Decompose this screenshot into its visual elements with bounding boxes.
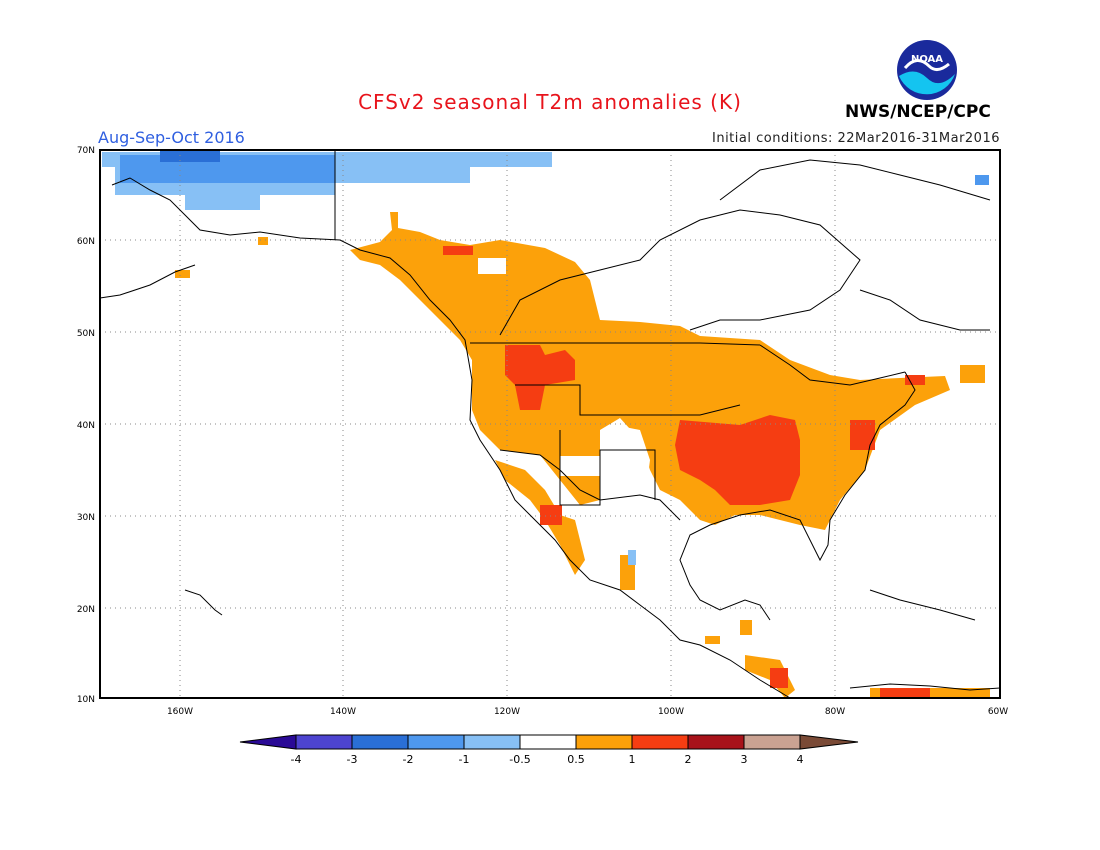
noaa-logo-bird [903, 59, 950, 71]
longitude-labels: 160W 140W 120W 100W 80W 60W [167, 707, 1008, 717]
chart-title: CFSv2 seasonal T2m anomalies (K) [358, 90, 742, 114]
colorbar-label-05: 0.5 [567, 753, 585, 766]
colorbar-label-4: 4 [797, 753, 804, 766]
anomaly-neutral-arizona [560, 456, 600, 476]
latitude-labels: 70N 60N 50N 40N 30N 20N 10N [77, 146, 95, 705]
border-us-mexico [499, 449, 681, 521]
colorbar-cell-1 [295, 734, 353, 750]
anomaly-red-mid-atlantic [850, 420, 875, 450]
anomaly-neutral-new-mexico [600, 425, 650, 502]
anomaly-red-maine [905, 375, 925, 385]
anomaly-orange-aleutian-spot [175, 270, 190, 278]
agency-label: NWS/NCEP/CPC [845, 102, 991, 122]
coastlines [99, 150, 1001, 699]
anomaly-red-caribbean [880, 688, 930, 698]
colorbar-cell-8 [687, 734, 745, 750]
coastline-antilles [869, 589, 976, 621]
lon-label-160: 160W [167, 707, 193, 717]
anomaly-orange-nova-scotia [960, 365, 985, 383]
grid-lines [100, 150, 1000, 698]
lat-label-20: 20N [77, 605, 95, 615]
colorbar-label-2: 2 [685, 753, 692, 766]
lon-label-120: 120W [494, 707, 520, 717]
anomaly-alaska-light-south [185, 190, 260, 210]
lat-label-30: 30N [77, 513, 95, 523]
colorbar-cell-4 [463, 734, 521, 750]
noaa-logo: NOAA [897, 40, 957, 100]
colorbar-label-1: 1 [629, 753, 636, 766]
map-frame [99, 149, 1001, 699]
border-states-central [515, 384, 741, 416]
season-label: Aug-Sep-Oct 2016 [98, 128, 245, 147]
colorbar-label-neg3: -3 [347, 753, 358, 766]
lat-label-50: 50N [77, 329, 95, 339]
border-great-lakes [759, 344, 906, 386]
coastline-south-america [849, 683, 1001, 691]
anomaly-orange-alaska-spot [258, 237, 268, 245]
colorbar-label-neg1: -1 [459, 753, 470, 766]
lon-label-140: 140W [330, 707, 356, 717]
colorbar-label-3: 3 [741, 753, 748, 766]
lat-label-40: 40N [77, 421, 95, 431]
anomaly-yukon-light [335, 165, 470, 183]
anomaly-red-central-america [770, 668, 788, 688]
lon-label-100: 100W [658, 707, 684, 717]
anomaly-neutral-yukon [478, 258, 506, 274]
anomaly-red-south-central [675, 415, 800, 505]
lon-label-60: 60W [988, 707, 1008, 717]
anomaly-red-northern-rockies [505, 345, 575, 410]
coastline-hawaii [184, 589, 223, 616]
coastline-pacific [111, 177, 791, 699]
colorbar-label-neg4: -4 [291, 753, 302, 766]
border-states-southwest [559, 430, 656, 506]
anomaly-alaska-blue [120, 155, 335, 183]
lat-label-70: 70N [77, 146, 95, 156]
noaa-logo-text: NOAA [911, 54, 943, 65]
anomaly-blue-mexico-spot [628, 550, 636, 565]
anomaly-field [102, 150, 990, 698]
initial-conditions-label: Initial conditions: 22Mar2016-31Mar2016 [712, 131, 1000, 146]
colorbar-cell-6 [575, 734, 633, 750]
anomaly-red-gulf-california [540, 505, 562, 525]
colorbar-cell-9 [743, 734, 801, 750]
colorbar-cell-3 [407, 734, 465, 750]
border-us-canada-west [470, 342, 761, 346]
colorbar-label-neg05: -0.5 [509, 753, 530, 766]
coastline-hudson [499, 209, 861, 336]
colorbar-labels: -4 -3 -2 -1 -0.5 0.5 1 2 3 4 [291, 753, 804, 766]
anomaly-arctic-patch [505, 157, 530, 166]
anomaly-red-yukon [443, 246, 473, 255]
colorbar [239, 734, 859, 750]
colorbar-cell-7 [631, 734, 689, 750]
coastline-aleutian [99, 264, 196, 299]
colorbar-arrow-high [799, 734, 859, 750]
anomaly-greenland-patch [975, 175, 989, 185]
anomaly-alaska-dark [160, 150, 220, 162]
colorbar-cell-5 [519, 734, 577, 750]
lat-label-10: 10N [77, 695, 95, 705]
coastline-labrador [859, 289, 990, 331]
anomaly-orange-gulf [705, 636, 720, 644]
coastline-atlantic-gulf [679, 371, 916, 621]
lon-label-80: 80W [825, 707, 845, 717]
colorbar-cell-2 [351, 734, 409, 750]
colorbar-arrow-low [239, 734, 297, 750]
lat-label-60: 60N [77, 237, 95, 247]
noaa-logo-wave [899, 71, 955, 95]
coastline-arctic-islands [719, 159, 991, 201]
anomaly-orange-yucatan [740, 620, 752, 635]
anomaly-orange-baja [495, 460, 585, 575]
colorbar-label-neg2: -2 [403, 753, 414, 766]
